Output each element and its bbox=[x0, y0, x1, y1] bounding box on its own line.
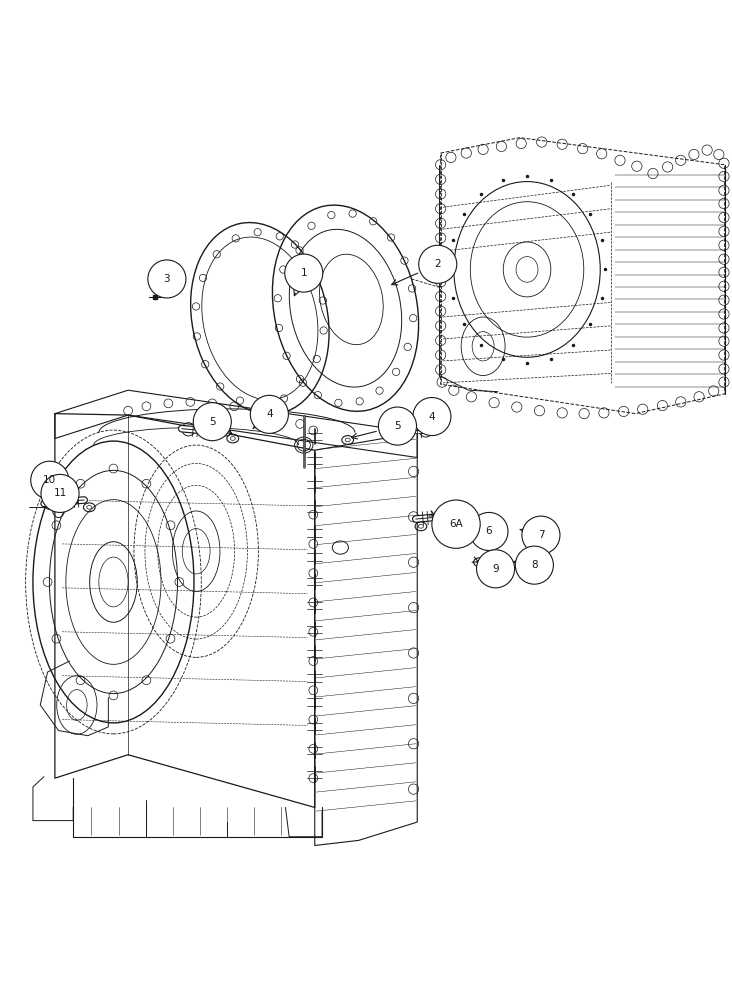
Circle shape bbox=[31, 461, 69, 499]
Circle shape bbox=[378, 407, 417, 445]
Circle shape bbox=[285, 254, 323, 292]
Circle shape bbox=[193, 403, 231, 441]
Circle shape bbox=[41, 474, 79, 512]
Circle shape bbox=[419, 245, 457, 283]
Text: 5: 5 bbox=[394, 421, 401, 431]
Circle shape bbox=[522, 516, 560, 554]
Text: 6: 6 bbox=[485, 526, 493, 536]
Text: 6A: 6A bbox=[449, 519, 463, 529]
Text: 11: 11 bbox=[53, 488, 67, 498]
Text: 8: 8 bbox=[531, 560, 538, 570]
Text: 4: 4 bbox=[266, 409, 273, 419]
Circle shape bbox=[477, 550, 515, 588]
Circle shape bbox=[250, 395, 288, 433]
Text: 4: 4 bbox=[428, 412, 436, 422]
Circle shape bbox=[413, 398, 451, 436]
Text: 10: 10 bbox=[43, 475, 56, 485]
Circle shape bbox=[148, 260, 186, 298]
Text: 1: 1 bbox=[300, 268, 307, 278]
Circle shape bbox=[470, 512, 508, 551]
Text: 7: 7 bbox=[537, 530, 545, 540]
Text: 2: 2 bbox=[434, 259, 441, 269]
Text: 3: 3 bbox=[163, 274, 171, 284]
Text: 9: 9 bbox=[492, 564, 499, 574]
Circle shape bbox=[432, 500, 480, 548]
Text: 5: 5 bbox=[209, 417, 216, 427]
Circle shape bbox=[515, 546, 553, 584]
